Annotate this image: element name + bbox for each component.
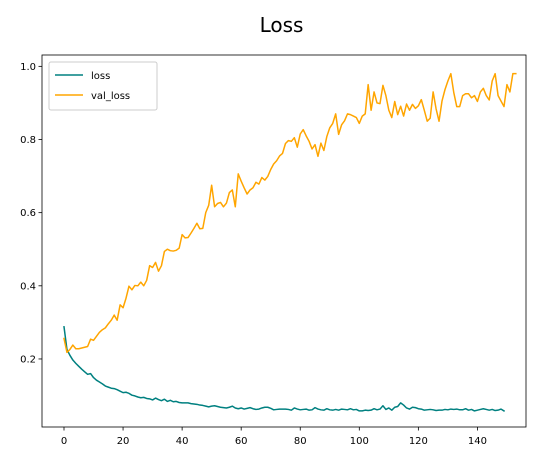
- legend-label-loss: loss: [91, 71, 110, 82]
- y-tick-label: 0.6: [20, 208, 36, 219]
- legend-label-val-loss: val_loss: [91, 91, 130, 102]
- x-tick-label: 140: [468, 436, 487, 447]
- x-tick-label: 60: [235, 436, 248, 447]
- y-tick-label: 1.0: [20, 62, 36, 73]
- axes-frame: [41, 54, 527, 428]
- chart-title: Loss: [260, 13, 304, 37]
- x-tick-label: 120: [409, 436, 428, 447]
- legend-box: [48, 61, 158, 111]
- x-tick-label: 40: [176, 436, 189, 447]
- legend: loss val_loss: [48, 61, 158, 111]
- axes-group: 0 20 40 60 80 100 120 140 0.2 0.4 0.6 0.8 1.0: [20, 54, 527, 447]
- series-line-loss: [63, 325, 506, 412]
- y-tick-label: 0.4: [20, 281, 36, 292]
- x-tick-label: 80: [294, 436, 307, 447]
- y-tick-label: 0.8: [20, 135, 36, 146]
- x-tick-label: 0: [61, 436, 67, 447]
- series-group: [63, 72, 517, 412]
- series-line-val-loss: [63, 72, 517, 354]
- x-tick-label: 20: [117, 436, 130, 447]
- y-tick-label: 0.2: [20, 354, 36, 365]
- x-tick-label: 100: [350, 436, 369, 447]
